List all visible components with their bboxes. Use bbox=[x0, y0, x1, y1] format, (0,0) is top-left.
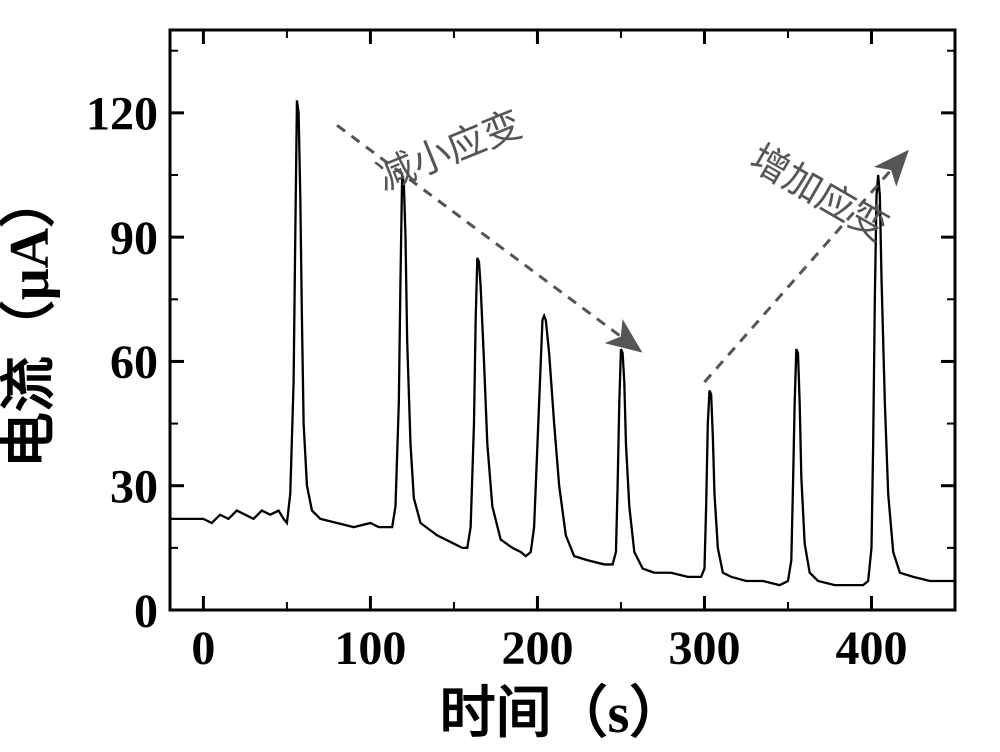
y-axis-title: 电流（μA） bbox=[0, 172, 61, 468]
y-tick-label: 120 bbox=[86, 88, 158, 141]
current-vs-time-chart: 01002003004000306090120时间（s）电流（μA）减小应变增加… bbox=[0, 0, 1000, 752]
x-tick-label: 100 bbox=[334, 622, 406, 675]
chart-svg: 01002003004000306090120时间（s）电流（μA）减小应变增加… bbox=[0, 0, 1000, 752]
x-tick-label: 300 bbox=[668, 622, 740, 675]
y-tick-label: 0 bbox=[134, 585, 158, 638]
x-tick-label: 200 bbox=[501, 622, 573, 675]
y-tick-label: 60 bbox=[110, 336, 158, 389]
y-tick-label: 90 bbox=[110, 212, 158, 265]
y-tick-label: 30 bbox=[110, 461, 158, 514]
x-tick-label: 400 bbox=[835, 622, 907, 675]
x-axis-title: 时间（s） bbox=[440, 682, 686, 745]
x-tick-label: 0 bbox=[191, 622, 215, 675]
